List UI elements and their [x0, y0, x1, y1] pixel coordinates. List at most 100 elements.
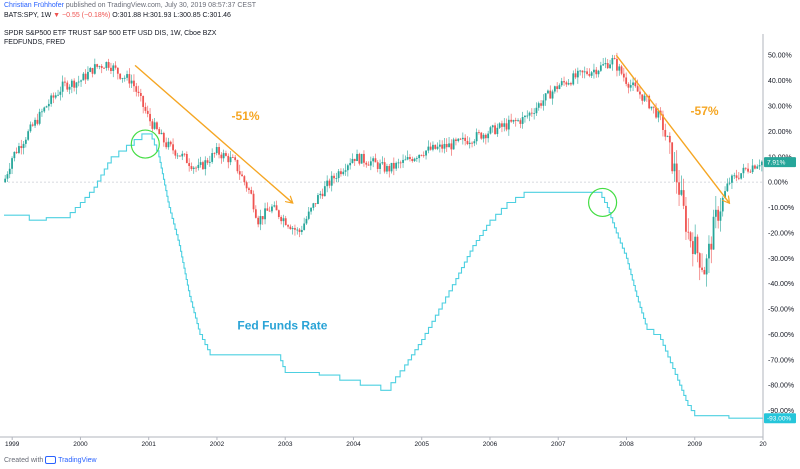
candle-body — [241, 174, 243, 177]
candle-body — [47, 103, 50, 107]
fedfunds-line — [4, 133, 763, 419]
candle-body — [627, 83, 630, 88]
candle-body — [698, 253, 701, 268]
candle-body — [464, 137, 467, 141]
candle-body — [429, 146, 432, 150]
candle-body — [616, 59, 618, 71]
candle-body — [521, 117, 524, 124]
candle-body — [167, 141, 170, 148]
x-tick-label: 2005 — [414, 441, 429, 448]
candle-body — [328, 180, 331, 186]
candle-body — [296, 229, 299, 231]
candle-body — [291, 228, 294, 230]
candle-body — [613, 58, 616, 60]
fed-series — [4, 133, 763, 419]
candle-body — [323, 186, 326, 197]
candle-body — [20, 146, 23, 149]
candle-body — [751, 165, 754, 173]
candle-body — [38, 111, 41, 124]
candle-body — [744, 167, 747, 169]
candle-body — [300, 229, 303, 233]
candle-body — [570, 83, 572, 85]
candle-body — [480, 132, 483, 139]
candle-body — [54, 95, 57, 98]
candle-body — [747, 168, 749, 172]
candle-body — [369, 161, 372, 166]
candle-body — [248, 188, 250, 190]
candle-body — [305, 218, 308, 224]
candle-body — [386, 166, 388, 172]
candle-body — [524, 115, 526, 118]
axes: 50.00%40.00%30.00%20.00%10.00%0.00%-10.0… — [0, 34, 796, 448]
candle-body — [234, 157, 237, 160]
x-tick-label: 20 — [759, 441, 767, 448]
candle-body — [211, 153, 214, 162]
candle-body — [756, 166, 759, 169]
candle-body — [618, 66, 621, 71]
candle-body — [351, 158, 354, 163]
candle-body — [110, 67, 112, 72]
author-name[interactable]: Christian Frühhofer — [4, 2, 64, 9]
candle-body — [409, 157, 411, 160]
candle-body — [75, 82, 78, 88]
candle-body — [648, 95, 651, 109]
y-tick-label: -60.00% — [768, 332, 794, 339]
candle-body — [319, 193, 322, 196]
candle-body — [399, 162, 402, 164]
y-tick-label: -50.00% — [768, 307, 794, 314]
candle-body — [11, 158, 13, 169]
candle-body — [169, 141, 172, 145]
drawdown-arrow-1 — [615, 54, 729, 202]
candle-body — [280, 217, 283, 222]
candle-body — [363, 153, 365, 163]
candle-body — [701, 267, 703, 270]
candle-body — [245, 182, 248, 189]
candle-body — [66, 82, 69, 90]
candle-body — [227, 155, 230, 163]
candle-body — [195, 167, 197, 169]
candle-body — [353, 158, 356, 162]
x-tick-label: 2003 — [278, 441, 293, 448]
candle-body — [639, 91, 641, 95]
candle-body — [277, 210, 280, 218]
candle-body — [671, 142, 674, 172]
candle-body — [218, 147, 220, 155]
candle-body — [27, 131, 30, 140]
x-tick-label: 2001 — [141, 441, 156, 448]
candle-body — [360, 153, 363, 164]
candle-body — [192, 167, 195, 170]
candle-body — [335, 178, 338, 179]
candle-body — [740, 173, 743, 179]
candle-body — [238, 171, 241, 175]
candle-body — [261, 216, 264, 220]
candle-body — [379, 163, 381, 169]
price-change: ▼ −0.55 (−0.18%) — [53, 12, 111, 19]
candle-body — [50, 95, 53, 104]
candle-body — [691, 241, 694, 254]
candle-body — [45, 106, 48, 108]
candle-body — [273, 205, 276, 207]
candle-body — [6, 174, 9, 179]
footer-brand[interactable]: TradingView — [58, 456, 97, 464]
candle-body — [213, 153, 216, 154]
candle-body — [471, 142, 473, 144]
candle-body — [298, 229, 301, 233]
candle-body — [544, 93, 547, 101]
candle-body — [326, 180, 329, 187]
candle-body — [579, 70, 582, 72]
fed-funds-label: Fed Funds Rate — [237, 318, 327, 332]
candle-body — [742, 167, 745, 174]
candle-body — [287, 225, 289, 227]
candle-body — [737, 177, 740, 179]
candle-body — [367, 164, 370, 166]
candle-body — [137, 91, 140, 94]
y-tick-label: 20.00% — [768, 129, 792, 136]
y-tick-label: -20.00% — [768, 230, 794, 237]
tradingview-logo-icon — [45, 456, 57, 464]
candle-body — [512, 119, 515, 122]
candle-body — [503, 123, 506, 127]
candle-body — [89, 68, 92, 72]
candle-body — [673, 163, 676, 172]
candle-body — [188, 163, 191, 167]
y-tick-label: 40.00% — [768, 78, 792, 85]
